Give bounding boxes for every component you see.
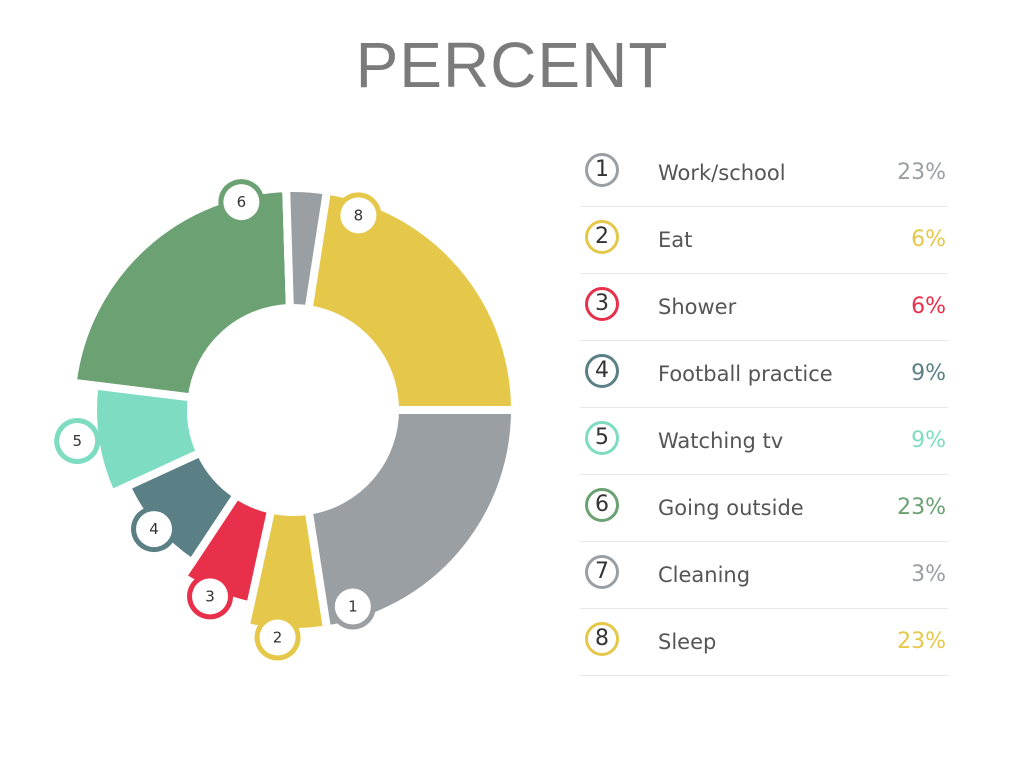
donut-slice-6 [68, 183, 294, 402]
legend-number-badge: 6 [585, 488, 619, 522]
legend-label: Watching tv [658, 429, 784, 453]
slice-badge-4: 4 [131, 506, 178, 553]
donut-chart: 1 2 3 4 5 6 8 [54, 179, 520, 661]
slice-badge-number: 5 [72, 432, 82, 450]
legend-row: 2 Eat 6% [580, 207, 948, 274]
legend-label: Sleep [658, 630, 717, 654]
slice-badge-number: 8 [354, 206, 364, 224]
legend-row: 1 Work/school 23% [580, 140, 948, 207]
legend-label: Shower [658, 295, 737, 319]
legend-row: 3 Shower 6% [580, 274, 948, 341]
legend: 1 Work/school 23% 2 Eat 6% 3 Shower 6% 4 Football … [580, 140, 948, 676]
slice-badge-inner [340, 197, 377, 234]
slice-badge-inner [136, 511, 173, 548]
donut-slice-5 [89, 380, 206, 499]
legend-row: 8 Sleep 23% [580, 609, 948, 676]
slice-badge-2: 2 [254, 614, 301, 661]
legend-percent: 23% [897, 495, 946, 520]
slice-badge-1: 1 [329, 583, 376, 630]
slice-badge-number: 3 [205, 587, 215, 605]
legend-label: Going outside [658, 496, 804, 520]
legend-label: Football practice [658, 362, 833, 386]
slice-badge-5: 5 [54, 418, 101, 465]
legend-percent: 9% [911, 361, 946, 386]
legend-percent: 6% [911, 227, 946, 252]
legend-label: Work/school [658, 161, 786, 185]
legend-row: 6 Going outside 23% [580, 475, 948, 542]
legend-number-badge: 2 [585, 220, 619, 254]
legend-number-badge: 1 [585, 153, 619, 187]
legend-row: 5 Watching tv 9% [580, 408, 948, 475]
slice-badge-number: 6 [237, 193, 247, 211]
slice-badge-inner [259, 619, 296, 656]
slice-badge-6: 6 [218, 179, 265, 226]
legend-label: Eat [658, 228, 693, 252]
chart-title: PERCENT [355, 29, 669, 101]
legend-percent: 23% [897, 160, 946, 185]
legend-number-badge: 3 [585, 287, 619, 321]
legend-number-badge: 5 [585, 421, 619, 455]
legend-percent: 23% [897, 629, 946, 654]
slice-badge-inner [192, 578, 229, 615]
legend-number-badge: 7 [585, 555, 619, 589]
legend-percent: 3% [911, 562, 946, 587]
legend-label: Cleaning [658, 563, 751, 587]
slice-badge-3: 3 [187, 573, 234, 620]
legend-percent: 9% [911, 428, 946, 453]
slice-badge-inner [59, 423, 96, 460]
legend-number-badge: 4 [585, 354, 619, 388]
legend-number-badge: 8 [585, 622, 619, 656]
slice-badge-8: 8 [335, 192, 382, 239]
slice-badge-number: 1 [348, 597, 358, 615]
slice-badge-inner [223, 184, 260, 221]
legend-percent: 6% [911, 294, 946, 319]
donut-slice-8 [304, 186, 520, 414]
legend-row: 7 Cleaning 3% [580, 542, 948, 609]
legend-row: 4 Football practice 9% [580, 341, 948, 408]
slice-badge-number: 2 [273, 628, 283, 646]
slice-badge-number: 4 [149, 520, 159, 538]
slice-badge-inner [334, 588, 371, 625]
